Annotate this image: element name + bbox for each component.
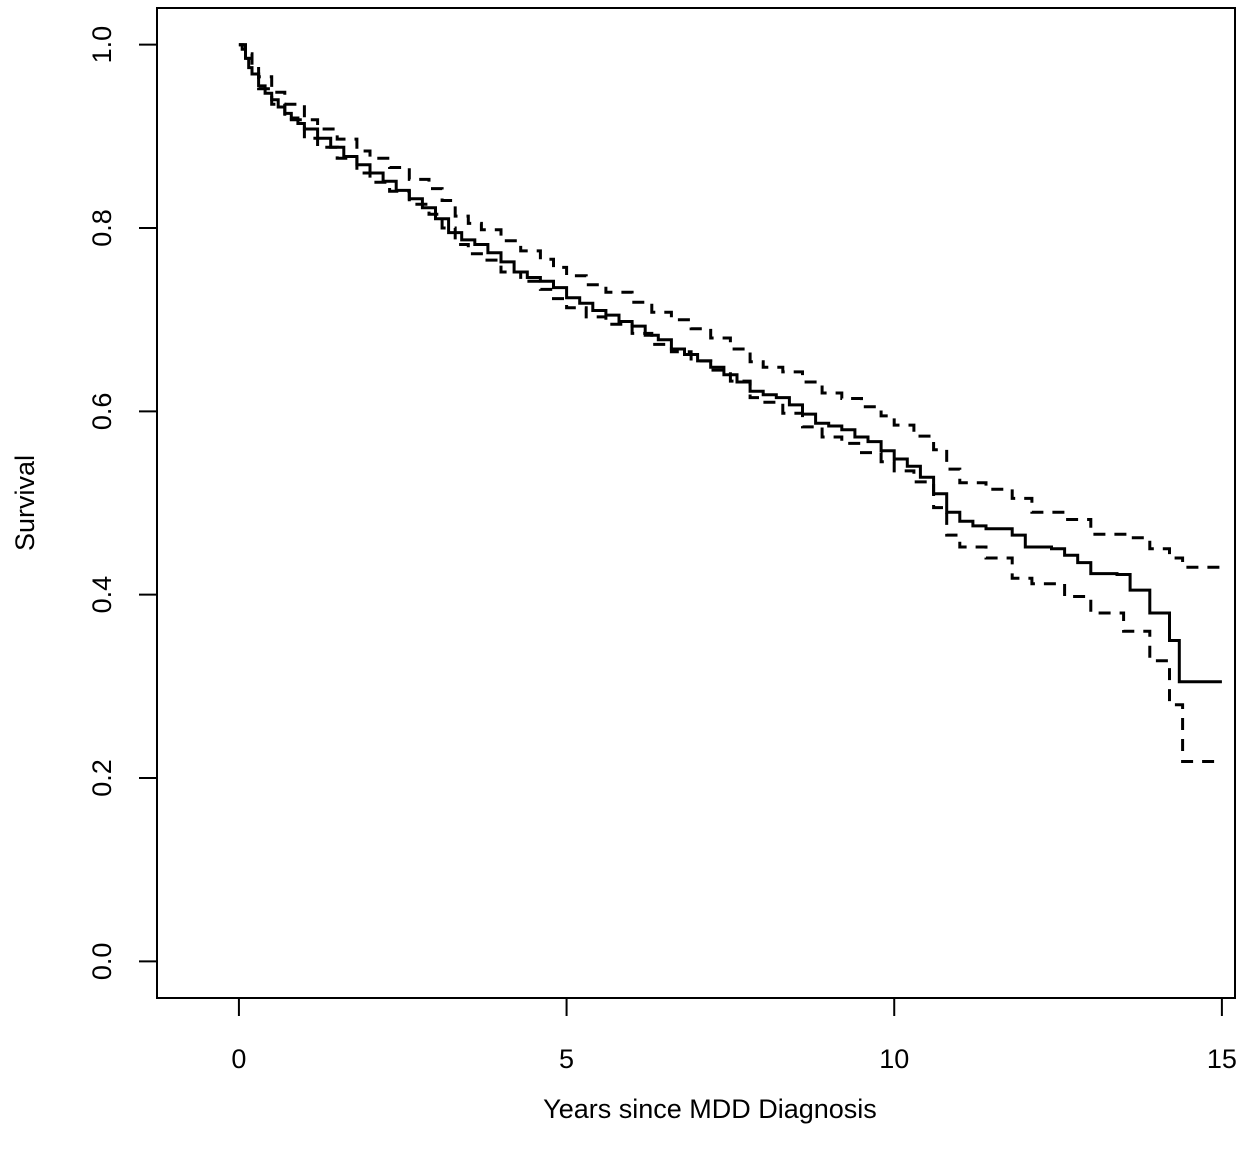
y-tick-label: 1.0	[87, 26, 117, 64]
x-axis-title: Years since MDD Diagnosis	[543, 1094, 877, 1124]
y-tick-label: 0.6	[87, 393, 117, 431]
x-axis: 0 5 10 15	[231, 997, 1237, 1074]
y-axis-title: Survival	[10, 455, 40, 551]
y-tick-label: 0.4	[87, 576, 117, 614]
upper-ci-curve	[238, 43, 1222, 569]
x-tick-label: 15	[1207, 1044, 1237, 1074]
x-tick-label: 10	[879, 1044, 909, 1074]
y-axis: 0.0 0.2 0.4 0.6 0.8 1.0	[87, 26, 158, 981]
series-layer	[238, 43, 1222, 763]
y-tick-label: 0.2	[87, 759, 117, 797]
plot-frame	[156, 7, 1236, 999]
survival-curve	[238, 43, 1222, 684]
y-tick-label: 0.0	[87, 943, 117, 981]
lower-ci-curve	[238, 43, 1222, 763]
x-tick-label: 0	[231, 1044, 246, 1074]
x-tick-label: 5	[559, 1044, 574, 1074]
y-tick-label: 0.8	[87, 209, 117, 247]
